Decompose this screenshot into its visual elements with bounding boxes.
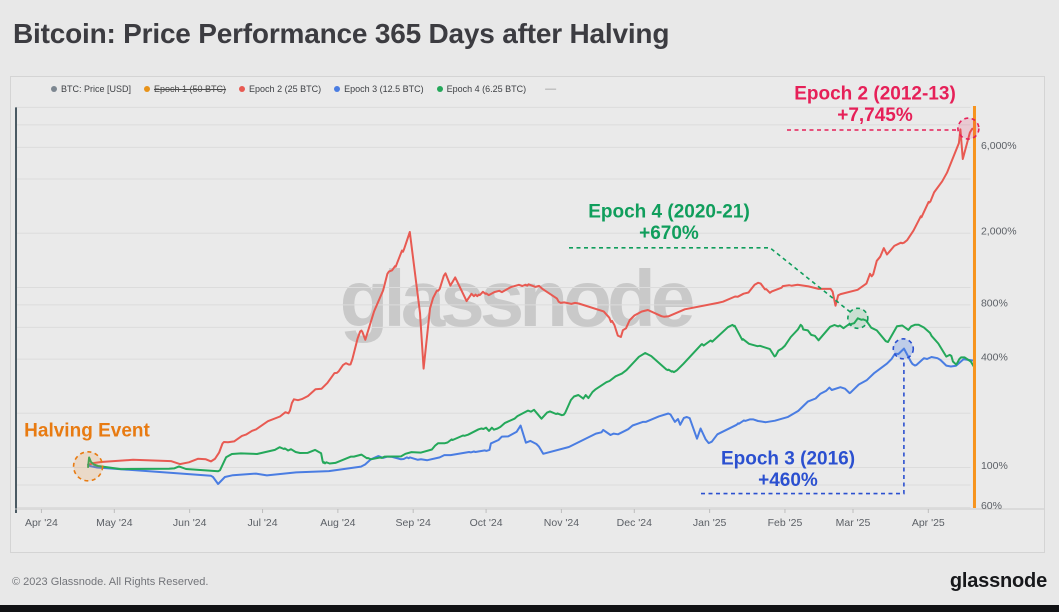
legend-label: Epoch 2 (25 BTC) [249,84,322,94]
annotation-title-epoch2: Epoch 2 (2012-13) [794,84,956,105]
chart-card: BTC: Price [USD] Epoch 1 (50 BTC) Epoch 2 … [10,76,1045,553]
x-tick-label: Oct '24 [470,517,503,529]
x-tick-label: Aug '24 [320,517,355,529]
legend-item-epoch-2-25-btc[interactable]: Epoch 2 (25 BTC) [239,84,321,94]
x-tick-label: Dec '24 [617,517,652,529]
chart-plot[interactable]: Apr '24 May '24 Jun '24 Jul '24 Aug '24 Sep '… [11,77,1044,552]
legend-label: BTC: Price [USD] [61,84,132,94]
x-tick-label: Sep '24 [396,517,431,529]
x-tick-label: Jan '25 [693,517,727,529]
x-tick-label: Apr '25 [912,517,945,529]
x-tick-label: Mar '25 [836,517,871,529]
annotation-circle-epoch2 [957,117,980,140]
annotation-dash-epoch4 [569,247,852,314]
legend-item-btc-price-usd[interactable]: BTC: Price [USD] [51,84,131,94]
glassnode-logo: glassnode [949,570,1047,592]
chart-legend: BTC: Price [USD] Epoch 1 (50 BTC) Epoch 2 … [51,83,556,95]
x-tick-label: Jun '24 [173,517,207,529]
legend-dot [436,86,443,92]
legend-item-epoch-1-50-btc[interactable]: Epoch 1 (50 BTC) [144,84,226,94]
annotation-value-epoch2: +7,745% [837,105,913,126]
y-tick-label-400: 400% [981,352,1008,364]
footer-copyright: © 2023 Glassnode. All Rights Reserved. [12,576,209,588]
legend-dot [144,86,151,92]
legend-label: Epoch 4 (6.25 BTC) [446,84,527,94]
legend-label: Epoch 1 (50 BTC) [154,84,227,94]
annotation-title-halving: Halving Event [24,421,150,442]
annotation-circle-epoch4 [847,307,869,330]
legend-dot [239,86,246,92]
annotation-circle-epoch3 [892,338,915,360]
legend-dot [51,86,57,92]
annotation-circle-halving [72,451,104,482]
legend-overflow-dash[interactable]: — [545,83,557,95]
series-line-epoch-2-25-btc[interactable] [87,127,976,466]
y-tick-label-60: 60% [981,500,1002,512]
x-tick-label: Feb '25 [768,517,803,529]
page-title: Bitcoin: Price Performance 365 Days afte… [13,18,670,49]
series-line-epoch-4-6-25-btc[interactable] [87,317,975,473]
y-tick-label-6000: 6,000% [981,140,1017,152]
x-tick-label: Apr '24 [25,517,58,529]
y-tick-label-800: 800% [981,297,1008,309]
legend-item-epoch-4-6-25-btc[interactable]: Epoch 4 (6.25 BTC) [436,84,527,94]
legend-item-epoch-3-12-5-btc[interactable]: Epoch 3 (12.5 BTC) [334,84,424,94]
x-tick-label: Nov '24 [544,517,579,529]
annotation-dash-epoch3 [701,360,905,495]
x-tick-label: May '24 [96,517,133,529]
annotation-value-epoch3: +460% [758,470,818,491]
y-tick-label-100: 100% [981,460,1008,472]
legend-label: Epoch 3 (12.5 BTC) [344,84,424,94]
series-line-epoch-3-12-5-btc[interactable] [87,347,975,485]
x-tick-label: Jul '24 [248,517,278,529]
y-tick-label-2000: 2,000% [981,226,1017,238]
bottom-bar [0,605,1059,612]
annotation-value-epoch4: +670% [639,223,699,244]
annotation-title-epoch4: Epoch 4 (2020-21) [588,202,750,223]
annotation-title-epoch3: Epoch 3 (2016) [721,449,855,470]
legend-dot [334,86,341,92]
